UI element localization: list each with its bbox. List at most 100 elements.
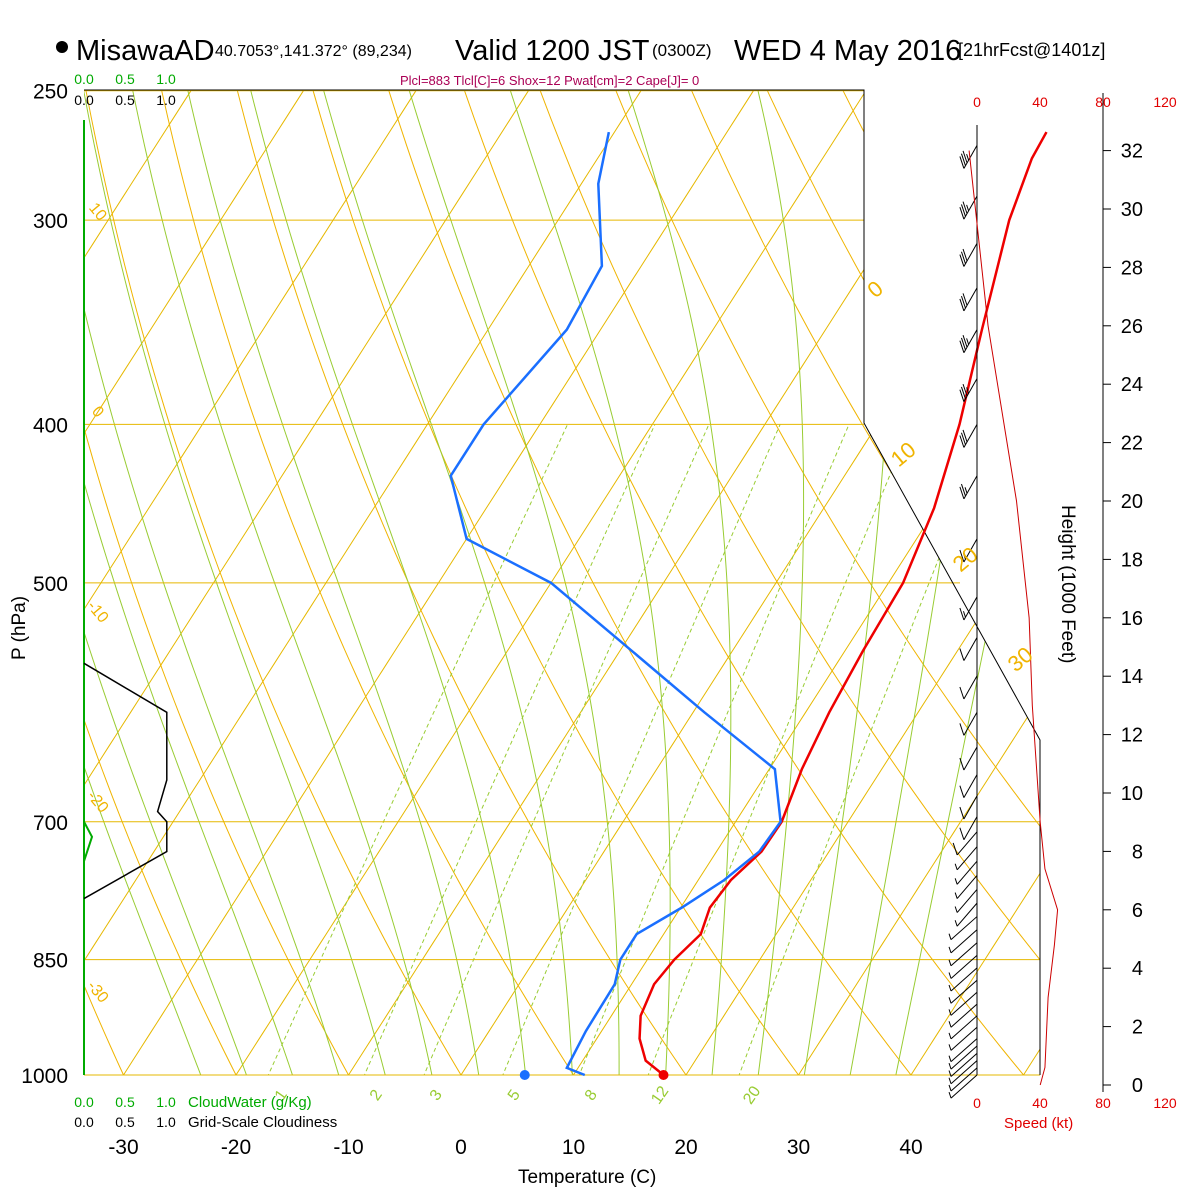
dry-adiabat (903, 90, 1040, 1075)
adiabat-label-left: -10 (84, 598, 112, 627)
barb-half-flag (948, 959, 952, 966)
mixing-ratio-label: 20 (740, 1083, 764, 1107)
wind-barb (948, 1067, 978, 1092)
dry-adiabat (84, 90, 483, 1075)
barb-staff (950, 991, 978, 1016)
barb-staff (950, 1015, 978, 1040)
barb-flag (959, 607, 965, 621)
moist-adiabat (500, 90, 671, 1075)
barb-half-flag (948, 933, 952, 940)
barb-staff (950, 1038, 978, 1063)
barb-half-flag (966, 204, 970, 212)
barb-flag (960, 153, 966, 166)
moist-adiabat (798, 90, 893, 1075)
temperature-tick-label: -20 (221, 1136, 251, 1159)
wind-barb (959, 243, 978, 267)
adiabat-label-left: -30 (84, 978, 112, 1007)
wind-barb (948, 1045, 978, 1070)
wind-barb (959, 746, 978, 771)
height-tick-label: 0 (1132, 1075, 1143, 1097)
barb-half-flag (948, 1077, 952, 1084)
temperature-tick-label: -10 (333, 1136, 363, 1159)
wind-barb (959, 596, 978, 621)
surface-dewpoint-dot (519, 1070, 530, 1080)
wind-barb (948, 1015, 978, 1040)
barb-flag (960, 204, 966, 217)
barb-flag (962, 429, 968, 443)
barb-staff (963, 287, 978, 312)
valid-date: WED 4 May 2016 (734, 35, 961, 67)
temperature-tick-label: 0 (455, 1136, 467, 1159)
height-tick-label: 26 (1121, 316, 1143, 338)
adiabat-label-right: 0 (862, 276, 887, 303)
wind-barb (948, 1060, 978, 1085)
barb-staff (963, 145, 978, 169)
pressure-tick-label: 300 (33, 210, 68, 233)
barb-staff (956, 902, 978, 927)
moist-adiabat (126, 90, 440, 1075)
height-tick-label: 30 (1121, 199, 1143, 221)
isotherm-line (84, 90, 417, 1075)
station-name: MisawaAD (76, 35, 215, 67)
barb-flag (959, 723, 965, 736)
cloudwater-tick-bottom: 0.5 (115, 1094, 135, 1110)
dewpoint-trace (449, 131, 782, 1077)
barb-staff (963, 475, 978, 500)
barb-flag (962, 201, 968, 214)
height-tick-label: 10 (1121, 783, 1143, 805)
cloudiness-tick-bottom: 0.0 (74, 1114, 94, 1130)
barb-staff (963, 378, 978, 402)
height-tick-label: 14 (1121, 666, 1143, 688)
barb-flag (959, 827, 965, 840)
barb-staff (956, 831, 978, 856)
isotherm-line (1023, 90, 1040, 1075)
mixing-ratio-label: 5 (505, 1087, 524, 1104)
barb-half-flag (948, 946, 952, 954)
barb-staff (950, 979, 978, 1004)
pressure-tick-label: 850 (33, 950, 68, 973)
barb-flag (959, 340, 965, 353)
wind-barb (959, 712, 978, 736)
barb-half-flag (948, 1055, 952, 1062)
speed-tick-bottom: 40 (1032, 1095, 1048, 1111)
height-tick-label: 28 (1121, 257, 1143, 279)
isotherm-line (84, 90, 304, 1075)
barb-staff (963, 746, 978, 771)
wind-barb (948, 1052, 978, 1077)
barb-half-flag (948, 972, 952, 979)
mixing-ratio-line (634, 424, 912, 1075)
mixing-ratio-line (348, 424, 656, 1075)
cloudwater-tick-top: 1.0 (156, 71, 176, 87)
barb-half-flag (966, 387, 970, 394)
barb-half-flag (954, 920, 958, 927)
barb-staff (950, 1052, 978, 1077)
adiabat-label-right: 10 (886, 437, 921, 472)
axis-labels: -30 -20 -10 0 10 20 30 400.00.00.00.00.50.50.50… (74, 71, 1037, 1159)
isotherm-line (685, 90, 1040, 1075)
dry-adiabat (0, 62, 26, 1110)
dry-adiabat (529, 90, 1040, 1075)
wind-barb (954, 902, 978, 927)
wind-barb (959, 475, 978, 500)
plot-outline (83, 89, 1041, 1075)
barb-staff (963, 637, 978, 661)
barb-staff (963, 675, 978, 700)
speed-tick-bottom: 120 (1153, 1095, 1177, 1111)
wind-barb (948, 979, 978, 1004)
moist-adiabat (84, 90, 350, 1075)
adiabat-label-left: -20 (84, 788, 112, 817)
adiabat-label-left: 0 (88, 403, 107, 421)
cloudwater-tick-bottom: 1.0 (156, 1094, 176, 1110)
barb-half-flag (948, 1044, 952, 1051)
wind-barb (959, 287, 978, 312)
dry-adiabat (84, 90, 369, 1075)
barb-flag (959, 549, 965, 563)
temperature-tick-label: 30 (787, 1136, 810, 1159)
mixing-ratio-label: 2 (367, 1087, 386, 1104)
wind-barb (948, 1074, 978, 1099)
barb-flag (959, 686, 965, 700)
dry-adiabat (454, 90, 1040, 1075)
mixing-ratio-line (725, 424, 993, 1075)
